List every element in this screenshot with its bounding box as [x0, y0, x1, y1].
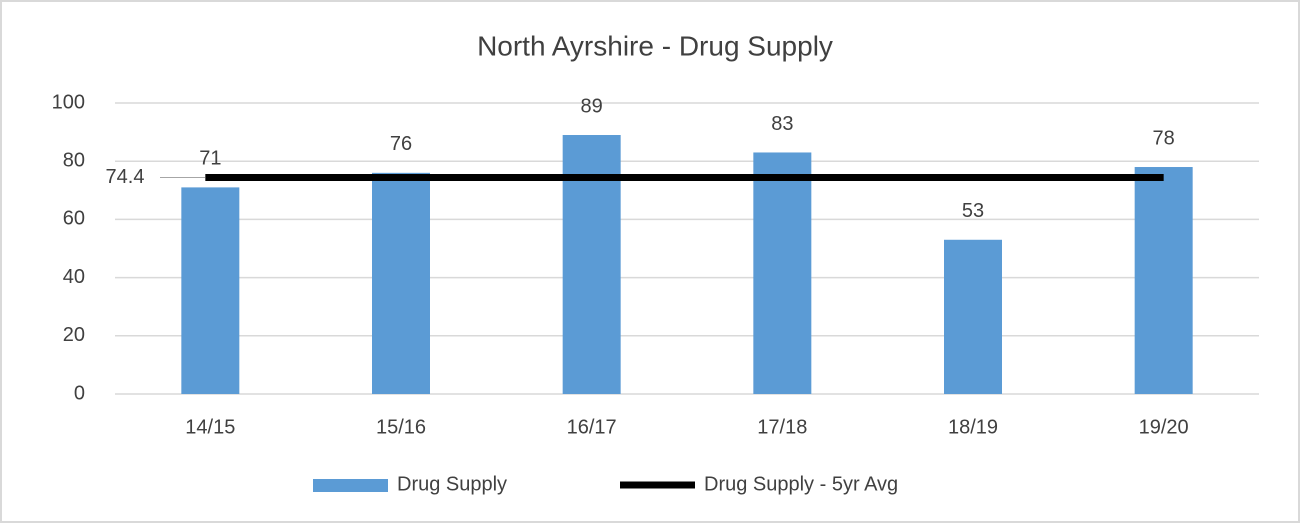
y-tick-label: 60 — [63, 208, 85, 230]
chart-title: North Ayrshire - Drug Supply — [477, 30, 833, 61]
bar — [753, 152, 812, 394]
data-label: 78 — [1153, 127, 1175, 149]
x-tick-label: 17/18 — [757, 416, 807, 438]
bar — [944, 239, 1002, 394]
x-tick-label: 15/16 — [376, 416, 426, 438]
bar — [372, 172, 430, 394]
data-label: 71 — [199, 148, 221, 170]
data-label: 53 — [962, 200, 984, 222]
y-tick-label: 80 — [63, 149, 85, 171]
x-tick-label: 14/15 — [185, 416, 235, 438]
data-label: 74.4 — [106, 166, 145, 188]
bar — [181, 187, 240, 394]
bar — [1134, 167, 1193, 394]
x-tick-label: 19/20 — [1139, 416, 1189, 438]
legend-swatch — [313, 479, 388, 492]
data-label: 89 — [581, 95, 603, 117]
bar — [562, 135, 621, 394]
data-label: 83 — [771, 113, 793, 135]
x-tick-label: 18/19 — [948, 416, 998, 438]
y-tick-label: 0 — [74, 382, 85, 404]
y-tick-label: 100 — [52, 91, 85, 113]
legend-label: Drug Supply - 5yr Avg — [704, 473, 898, 495]
data-label: 76 — [390, 133, 412, 155]
y-tick-label: 20 — [63, 324, 85, 346]
legend-label: Drug Supply — [397, 473, 507, 495]
y-tick-label: 40 — [63, 266, 85, 288]
x-tick-label: 16/17 — [567, 416, 617, 438]
